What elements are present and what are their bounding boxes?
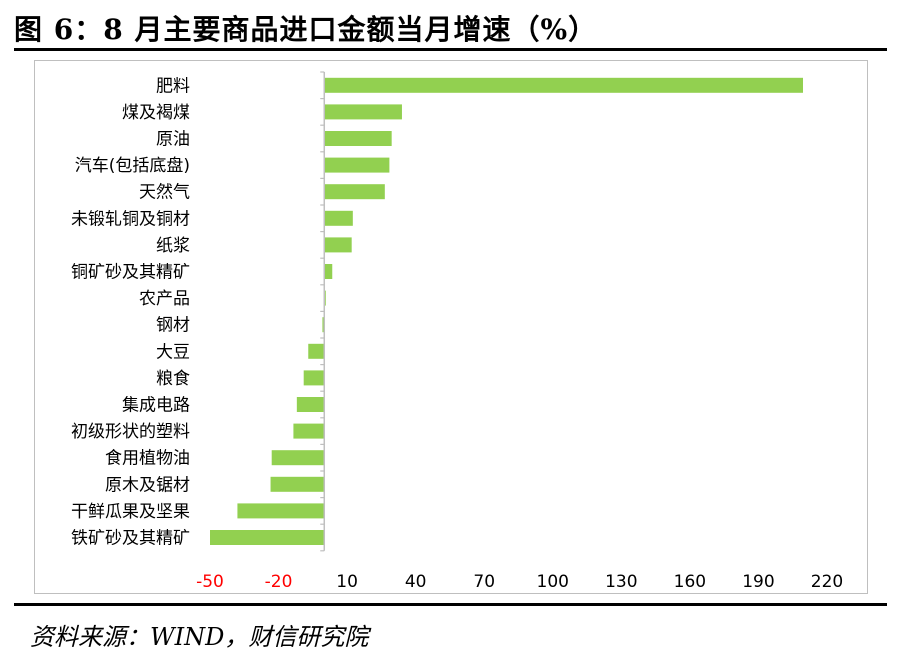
category-label: 肥料 bbox=[156, 76, 190, 96]
category-label: 粮食 bbox=[156, 369, 190, 389]
category-label: 原油 bbox=[156, 130, 190, 150]
x-tick-label: 130 bbox=[605, 572, 637, 592]
category-label: 集成电路 bbox=[122, 396, 190, 416]
x-tick-label: 220 bbox=[811, 572, 843, 592]
bar-1 bbox=[324, 104, 402, 120]
category-label: 天然气 bbox=[139, 183, 190, 203]
bar-11 bbox=[303, 370, 325, 386]
x-tick-label: 10 bbox=[336, 572, 358, 592]
bar-12 bbox=[296, 397, 325, 412]
category-label: 原木及锯材 bbox=[105, 475, 190, 495]
source-note: 资料来源：WIND，财信研究院 bbox=[30, 623, 369, 651]
category-label: 煤及褐煤 bbox=[122, 103, 190, 123]
top-rule bbox=[14, 48, 887, 51]
bar-14 bbox=[271, 450, 325, 466]
bar-2 bbox=[324, 131, 392, 146]
bar-9 bbox=[322, 317, 325, 333]
bar-5 bbox=[324, 210, 353, 226]
bar-3 bbox=[324, 157, 390, 173]
x-tick-label: 160 bbox=[674, 572, 706, 592]
bar-6 bbox=[324, 237, 352, 253]
x-tick-labels: -50 -20 10 40 70 100 130 160 190 220 bbox=[196, 572, 843, 592]
bars-group bbox=[210, 77, 804, 545]
bar-4 bbox=[324, 184, 385, 200]
category-label: 初级形状的塑料 bbox=[71, 422, 190, 442]
x-tick-label: -50 bbox=[196, 572, 224, 592]
category-label: 食用植物油 bbox=[105, 449, 190, 469]
category-label: 铜矿砂及其精矿 bbox=[71, 263, 190, 283]
bar-16 bbox=[237, 503, 325, 519]
bar-0 bbox=[324, 77, 804, 93]
category-label: 铁矿砂及其精矿 bbox=[71, 529, 190, 549]
value-axis bbox=[320, 71, 326, 552]
x-tick-label: 40 bbox=[405, 572, 427, 592]
x-tick-label: 70 bbox=[473, 572, 495, 592]
bar-13 bbox=[293, 423, 325, 439]
category-label: 大豆 bbox=[156, 342, 190, 362]
x-tick-label: 100 bbox=[537, 572, 569, 592]
category-label: 未锻轧铜及铜材 bbox=[71, 209, 190, 229]
category-label: 农产品 bbox=[139, 289, 190, 309]
category-label: 钢材 bbox=[156, 316, 190, 336]
bar-7 bbox=[324, 264, 333, 279]
x-tick-label: -20 bbox=[265, 572, 293, 592]
figure-title: 图 6：8 月主要商品进口金额当月增速（%） bbox=[14, 13, 598, 46]
category-label: 干鲜瓜果及坚果 bbox=[71, 502, 190, 522]
bar-15 bbox=[270, 476, 325, 492]
bottom-rule bbox=[14, 603, 887, 606]
bar-10 bbox=[308, 343, 325, 359]
category-label: 汽车(包括底盘) bbox=[75, 156, 190, 176]
plot-frame bbox=[34, 60, 868, 594]
x-tick-label: 190 bbox=[742, 572, 774, 592]
category-label: 纸浆 bbox=[156, 236, 190, 256]
bar-17 bbox=[210, 530, 325, 545]
